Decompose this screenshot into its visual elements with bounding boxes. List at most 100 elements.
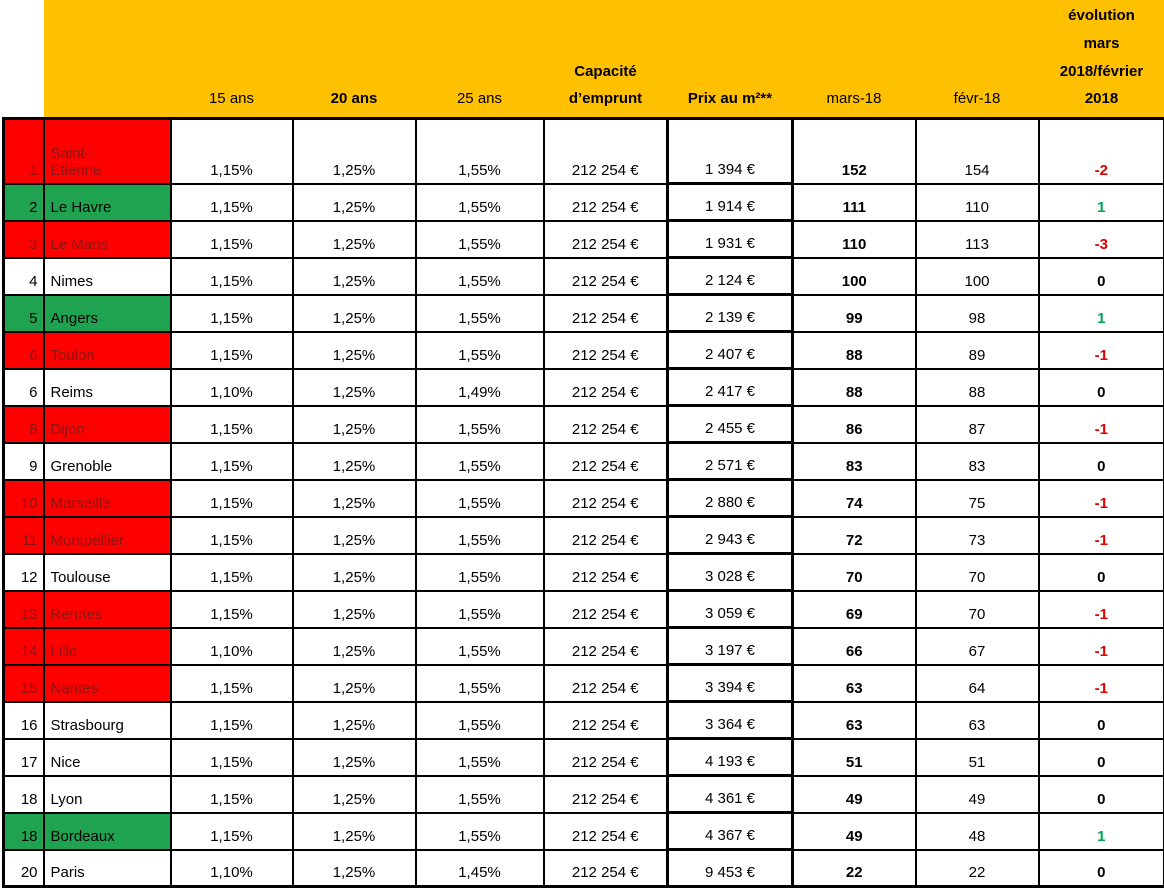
cell-t25[interactable]: 1,55%	[416, 119, 544, 184]
cell-t25[interactable]: 1,55%	[416, 443, 544, 480]
cell-t15[interactable]: 1,15%	[171, 184, 293, 221]
cell-rank[interactable]: 4	[4, 258, 44, 295]
cell-rank[interactable]: 11	[4, 517, 44, 554]
cell-prix[interactable]: 2 139 €	[668, 295, 793, 332]
cell-cap[interactable]: 212 254 €	[544, 591, 668, 628]
cell-cap[interactable]: 212 254 €	[544, 480, 668, 517]
cell-t15[interactable]: 1,15%	[171, 813, 293, 850]
cell-prix[interactable]: 3 394 €	[668, 665, 793, 702]
cell-t15[interactable]: 1,15%	[171, 591, 293, 628]
cell-t25[interactable]: 1,55%	[416, 628, 544, 665]
cell-city[interactable]: Rennes	[44, 591, 171, 628]
cell-mars[interactable]: 70	[793, 554, 916, 591]
cell-t25[interactable]: 1,55%	[416, 776, 544, 813]
cell-t25[interactable]: 1,55%	[416, 221, 544, 258]
cell-cap[interactable]: 212 254 €	[544, 295, 668, 332]
cell-fevr[interactable]: 100	[916, 258, 1039, 295]
cell-cap[interactable]: 212 254 €	[544, 776, 668, 813]
cell-evo[interactable]: 0	[1039, 739, 1164, 776]
cell-t25[interactable]: 1,55%	[416, 554, 544, 591]
cell-evo[interactable]: -1	[1039, 517, 1164, 554]
cell-t20[interactable]: 1,25%	[293, 517, 416, 554]
cell-cap[interactable]: 212 254 €	[544, 702, 668, 739]
cell-fevr[interactable]: 113	[916, 221, 1039, 258]
cell-fevr[interactable]: 89	[916, 332, 1039, 369]
cell-evo[interactable]: -1	[1039, 332, 1164, 369]
cell-fevr[interactable]: 70	[916, 554, 1039, 591]
cell-city[interactable]: Toulon	[44, 332, 171, 369]
cell-prix[interactable]: 1 931 €	[668, 221, 793, 258]
cell-evo[interactable]: 1	[1039, 813, 1164, 850]
cell-t15[interactable]: 1,10%	[171, 628, 293, 665]
cell-mars[interactable]: 22	[793, 850, 916, 887]
cell-t25[interactable]: 1,55%	[416, 702, 544, 739]
cell-t15[interactable]: 1,15%	[171, 776, 293, 813]
header-prix-au-m2[interactable]: Prix au m²**	[668, 0, 793, 119]
cell-city[interactable]: Nice	[44, 739, 171, 776]
cell-mars[interactable]: 88	[793, 332, 916, 369]
cell-prix[interactable]: 3 197 €	[668, 628, 793, 665]
cell-mars[interactable]: 66	[793, 628, 916, 665]
cell-t25[interactable]: 1,55%	[416, 480, 544, 517]
cell-evo[interactable]: 0	[1039, 702, 1164, 739]
cell-t20[interactable]: 1,25%	[293, 258, 416, 295]
cell-fevr[interactable]: 75	[916, 480, 1039, 517]
cell-t15[interactable]: 1,15%	[171, 480, 293, 517]
cell-t25[interactable]: 1,55%	[416, 813, 544, 850]
header-25-ans[interactable]: 25 ans	[416, 0, 544, 119]
cell-cap[interactable]: 212 254 €	[544, 221, 668, 258]
cell-t20[interactable]: 1,25%	[293, 813, 416, 850]
cell-t15[interactable]: 1,15%	[171, 406, 293, 443]
cell-rank[interactable]: 10	[4, 480, 44, 517]
cell-city[interactable]: Nimes	[44, 258, 171, 295]
cell-evo[interactable]: 0	[1039, 554, 1164, 591]
cell-rank[interactable]: 6	[4, 369, 44, 406]
cell-fevr[interactable]: 64	[916, 665, 1039, 702]
cell-cap[interactable]: 212 254 €	[544, 443, 668, 480]
cell-prix[interactable]: 2 124 €	[668, 258, 793, 295]
cell-prix[interactable]: 2 417 €	[668, 369, 793, 406]
header-20-ans[interactable]: 20 ans	[293, 0, 416, 119]
cell-mars[interactable]: 74	[793, 480, 916, 517]
cell-fevr[interactable]: 88	[916, 369, 1039, 406]
cell-fevr[interactable]: 63	[916, 702, 1039, 739]
cell-t15[interactable]: 1,10%	[171, 850, 293, 887]
cell-t20[interactable]: 1,25%	[293, 702, 416, 739]
cell-prix[interactable]: 1 914 €	[668, 184, 793, 221]
cell-city[interactable]: Le Mans	[44, 221, 171, 258]
cell-rank[interactable]: 1	[4, 119, 44, 184]
cell-mars[interactable]: 49	[793, 813, 916, 850]
cell-city[interactable]: Angers	[44, 295, 171, 332]
cell-mars[interactable]: 69	[793, 591, 916, 628]
cell-t20[interactable]: 1,25%	[293, 332, 416, 369]
cell-evo[interactable]: -2	[1039, 119, 1164, 184]
cell-cap[interactable]: 212 254 €	[544, 119, 668, 184]
cell-cap[interactable]: 212 254 €	[544, 739, 668, 776]
header-mars-18[interactable]: mars-18	[793, 0, 916, 119]
cell-prix[interactable]: 2 571 €	[668, 443, 793, 480]
cell-prix[interactable]: 4 193 €	[668, 739, 793, 776]
header-15-ans[interactable]: 15 ans	[171, 0, 293, 119]
cell-rank[interactable]: 3	[4, 221, 44, 258]
cell-cap[interactable]: 212 254 €	[544, 184, 668, 221]
cell-rank[interactable]: 14	[4, 628, 44, 665]
cell-city[interactable]: Toulouse	[44, 554, 171, 591]
cell-t20[interactable]: 1,25%	[293, 369, 416, 406]
cell-t25[interactable]: 1,55%	[416, 258, 544, 295]
header-capacite-emprunt[interactable]: Capacité d’emprunt	[544, 0, 668, 119]
cell-t15[interactable]: 1,15%	[171, 554, 293, 591]
cell-t20[interactable]: 1,25%	[293, 665, 416, 702]
cell-city[interactable]: Grenoble	[44, 443, 171, 480]
cell-evo[interactable]: 1	[1039, 184, 1164, 221]
cell-fevr[interactable]: 98	[916, 295, 1039, 332]
cell-mars[interactable]: 110	[793, 221, 916, 258]
cell-cap[interactable]: 212 254 €	[544, 554, 668, 591]
cell-mars[interactable]: 72	[793, 517, 916, 554]
cell-t20[interactable]: 1,25%	[293, 443, 416, 480]
cell-t15[interactable]: 1,15%	[171, 258, 293, 295]
cell-rank[interactable]: 8	[4, 406, 44, 443]
cell-mars[interactable]: 63	[793, 665, 916, 702]
cell-rank[interactable]: 9	[4, 443, 44, 480]
cell-t20[interactable]: 1,25%	[293, 554, 416, 591]
cell-cap[interactable]: 212 254 €	[544, 628, 668, 665]
